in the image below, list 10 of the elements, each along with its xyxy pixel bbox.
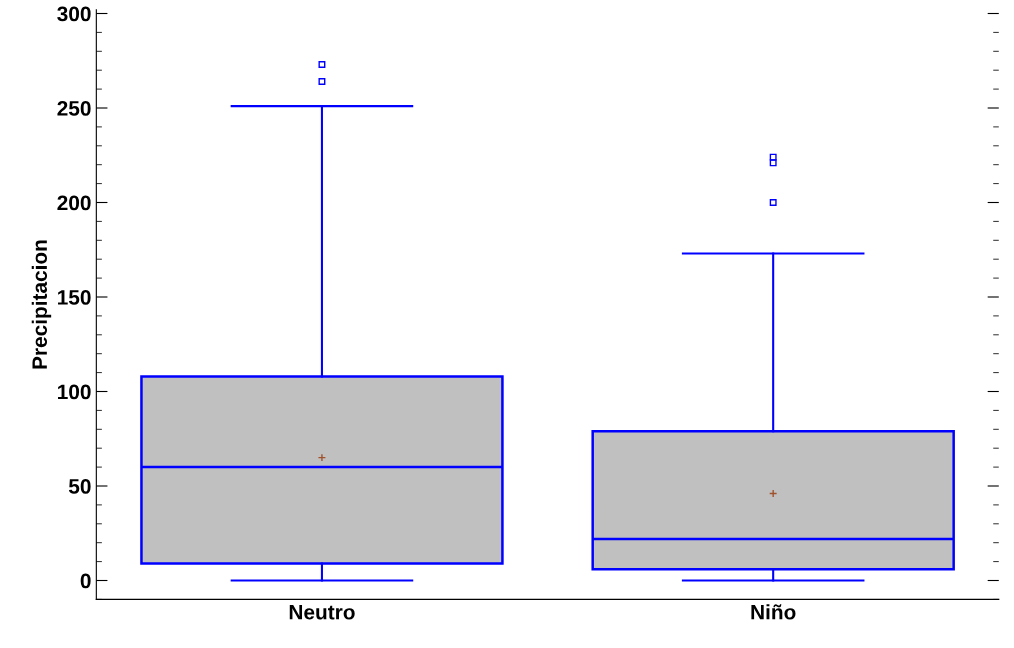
x-tick-label: Neutro [289, 605, 355, 620]
y-tick-label: 250 [57, 101, 91, 116]
y-tick-label: 100 [58, 384, 91, 400]
y-tick-label: 50 [68, 479, 91, 494]
x-tick-label: Niño [751, 604, 796, 620]
y-tick-label: 200 [57, 195, 91, 211]
y-axis-title: Precipitacion [31, 240, 52, 369]
y-tick-label: 0 [80, 573, 91, 589]
y-tick-label: 150 [58, 290, 91, 305]
y-tick-label: 300 [57, 6, 91, 22]
